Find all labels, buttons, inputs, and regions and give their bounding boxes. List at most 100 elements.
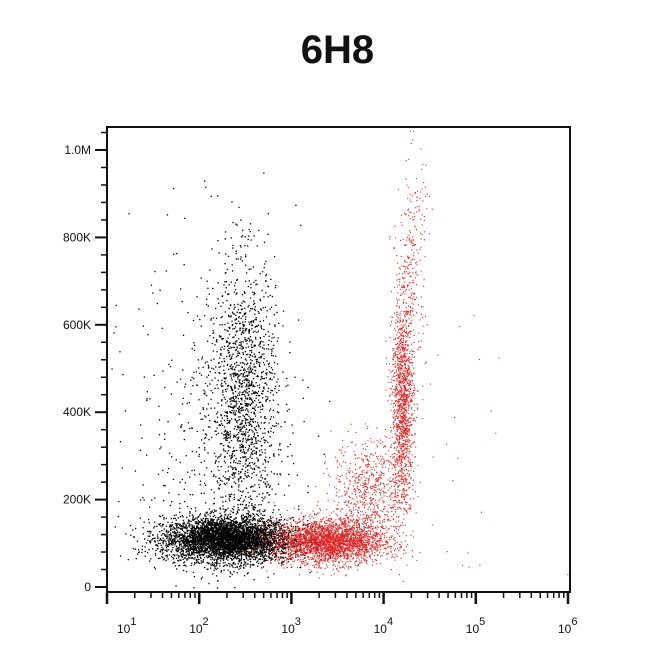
data-point-black <box>228 355 230 357</box>
data-point-black <box>191 540 194 542</box>
data-point-black <box>232 353 234 355</box>
data-point-black <box>210 544 212 547</box>
data-point-black <box>246 408 248 410</box>
data-point-black <box>287 534 290 536</box>
data-point-black <box>249 541 251 543</box>
data-point-black <box>224 530 227 532</box>
data-point-black <box>222 565 225 567</box>
data-point-black <box>220 531 222 533</box>
data-point-black <box>213 565 215 567</box>
data-point-black <box>233 450 235 452</box>
data-point-black <box>202 546 205 548</box>
data-point-black <box>241 550 243 553</box>
data-point-black <box>154 541 156 543</box>
data-point-black <box>254 309 257 311</box>
data-point-black <box>207 518 209 520</box>
data-point-black <box>263 546 265 548</box>
data-point-black <box>245 526 247 528</box>
data-point-black <box>194 552 196 554</box>
data-point-black <box>266 537 269 539</box>
data-point-black <box>276 391 278 394</box>
data-point-black <box>254 540 256 542</box>
data-point-black <box>240 539 242 541</box>
data-point-black <box>185 555 187 557</box>
data-point-black <box>239 545 242 547</box>
data-point-black <box>215 549 217 551</box>
data-point-black <box>229 535 231 537</box>
data-point-black <box>177 540 179 543</box>
data-point-black <box>165 541 167 543</box>
data-point-black <box>233 557 235 560</box>
data-point-black <box>237 478 240 481</box>
data-point-black <box>248 332 250 334</box>
data-point-black <box>215 529 217 531</box>
data-point-black <box>275 304 277 306</box>
data-point-black <box>214 527 216 529</box>
data-point-black <box>217 534 219 537</box>
data-point-black <box>243 552 246 554</box>
data-point-black <box>264 509 266 511</box>
data-point-black <box>192 532 194 534</box>
data-point-black <box>249 429 251 431</box>
data-point-black <box>262 552 264 554</box>
data-point-black <box>211 535 213 538</box>
data-point-black <box>169 538 172 540</box>
data-point-black <box>174 554 176 556</box>
data-point-black <box>179 524 181 526</box>
data-point-black <box>223 523 225 525</box>
data-point-black <box>231 523 233 526</box>
data-point-black <box>244 537 246 540</box>
data-point-black <box>217 532 219 534</box>
data-point-black <box>230 510 232 512</box>
data-point-black <box>187 554 189 557</box>
data-point-black <box>211 544 213 546</box>
data-point-black <box>219 541 221 543</box>
data-point-black <box>202 554 204 556</box>
data-point-black <box>230 516 232 518</box>
data-point-black <box>148 540 151 543</box>
data-point-black <box>235 250 237 252</box>
data-point-black <box>228 314 230 317</box>
data-point-black <box>172 531 174 533</box>
data-point-black <box>304 538 306 540</box>
data-point-black <box>225 509 228 511</box>
data-point-black <box>263 534 265 536</box>
data-point-black <box>247 563 249 565</box>
data-point-black <box>180 549 182 551</box>
data-point-black <box>255 429 257 431</box>
data-point-black <box>270 537 272 539</box>
data-point-black <box>162 514 164 517</box>
data-point-black <box>231 355 233 357</box>
data-point-black <box>277 529 279 532</box>
data-point-black <box>215 546 218 548</box>
data-point-black <box>249 553 251 555</box>
data-point-black <box>268 548 271 551</box>
data-point-black <box>211 561 214 563</box>
data-point-black <box>232 336 234 339</box>
data-point-black <box>207 528 209 531</box>
data-point-black <box>258 528 260 530</box>
data-point-black <box>173 541 175 543</box>
data-point-black <box>255 545 257 547</box>
data-point-black <box>273 540 275 542</box>
data-point-black <box>184 557 186 559</box>
data-point-black <box>251 346 254 349</box>
data-point-black <box>190 508 192 510</box>
data-point-black <box>211 532 214 534</box>
data-point-black <box>211 536 214 538</box>
data-point-black <box>248 384 250 386</box>
data-point-black <box>245 534 247 536</box>
data-point-black <box>238 547 240 550</box>
data-point-black <box>269 524 271 527</box>
data-point-black <box>225 524 227 526</box>
data-point-black <box>237 557 239 560</box>
data-point-black <box>246 545 249 547</box>
data-point-black <box>243 529 245 531</box>
data-point-black <box>236 528 239 530</box>
data-point-black <box>137 551 140 554</box>
data-point-black <box>258 486 261 489</box>
data-point-black <box>255 542 258 544</box>
data-point-black <box>187 546 189 548</box>
data-point-black <box>212 537 215 539</box>
data-point-black <box>257 324 260 326</box>
